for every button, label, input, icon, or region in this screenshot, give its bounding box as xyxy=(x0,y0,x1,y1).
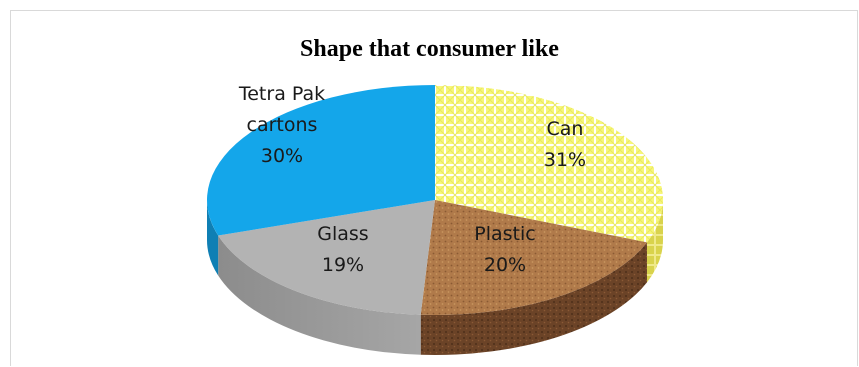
pie-slice-can xyxy=(435,85,663,243)
chart-frame xyxy=(10,10,858,366)
pie-side-plastic xyxy=(420,242,647,355)
pie-side-can xyxy=(646,200,663,283)
data-label-tetra-pak-cartons: Tetra Pak cartons 30% xyxy=(238,83,325,167)
pie-slice-tetra-pak-cartons xyxy=(207,85,435,236)
data-label-can: Can 31% xyxy=(544,118,586,171)
pie-slice-plastic xyxy=(420,200,647,315)
data-label-plastic: Plastic 20% xyxy=(474,223,535,276)
chart-title: Shape that consumer like xyxy=(300,36,559,62)
data-label-glass: Glass 19% xyxy=(317,223,368,276)
pie-slice-glass xyxy=(218,200,435,315)
pie-side-tetra-pak-cartons xyxy=(207,200,219,276)
pie-side-glass xyxy=(218,235,421,355)
